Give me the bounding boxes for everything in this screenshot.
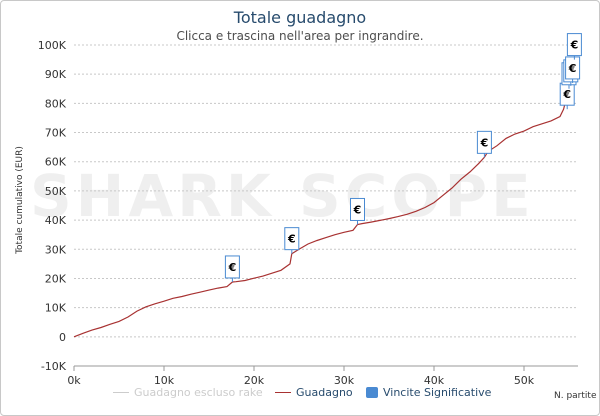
legend-label-guadagno: Guadagno: [296, 386, 353, 399]
x-tick-label: 40k: [424, 374, 445, 387]
flag-label: €: [480, 136, 489, 149]
chart-title: Totale guadagno: [233, 8, 367, 27]
flag-box: [565, 56, 581, 80]
y-tick-label: 0: [59, 331, 66, 344]
legend-item-vincite[interactable]: Vincite Significative: [366, 386, 491, 399]
y-tick-label: -10K: [41, 360, 67, 373]
flag-box: [284, 227, 300, 251]
y-tick-label: 30K: [45, 243, 67, 256]
x-tick-label: 10k: [154, 374, 175, 387]
flag-label: €: [568, 62, 577, 75]
y-tick-label: 10K: [45, 302, 67, 315]
y-tick-label: 100K: [38, 39, 67, 52]
sharkscope-watermark: SHARK SCOPE: [30, 162, 535, 230]
flag-label: €: [353, 203, 362, 216]
chart-subtitle: Clicca e trascina nell'area per ingrandi…: [176, 29, 424, 43]
legend-line-guadagno: [275, 392, 291, 393]
legend-label-rake: Guadagno escluso rake: [134, 386, 263, 399]
flag-box: [224, 255, 240, 279]
legend-line-rake: [113, 392, 129, 393]
x-axis-label: N. partite: [554, 391, 597, 401]
legend-label-vincite: Vincite Significative: [383, 386, 492, 399]
y-tick-label: 20K: [45, 272, 67, 285]
flag-box: [476, 130, 492, 154]
flag-label: €: [228, 261, 237, 274]
y-tick-label: 70K: [45, 127, 67, 140]
x-tick-label: 0k: [67, 374, 81, 387]
legend-item-rake[interactable]: Guadagno escluso rake: [113, 386, 263, 399]
y-tick-label: 40K: [45, 214, 67, 227]
x-tick-label: 30k: [334, 374, 355, 387]
flag-label: €: [570, 39, 579, 52]
x-tick-label: 50k: [514, 374, 535, 387]
flag-box: [350, 197, 365, 221]
series-line-guadagno: [73, 59, 575, 338]
y-tick-label: 60K: [45, 156, 67, 169]
flag-label: €: [287, 233, 296, 246]
legend-item-guadagno[interactable]: Guadagno: [275, 386, 353, 399]
legend-box-vincite: [366, 387, 378, 398]
y-tick-label: 80K: [45, 97, 67, 110]
flag-box: [566, 33, 582, 57]
flag-label: €: [562, 88, 571, 101]
x-tick-label: 20k: [244, 374, 265, 387]
y-tick-label: 50K: [45, 185, 67, 198]
y-tick-label: 90K: [45, 68, 67, 81]
